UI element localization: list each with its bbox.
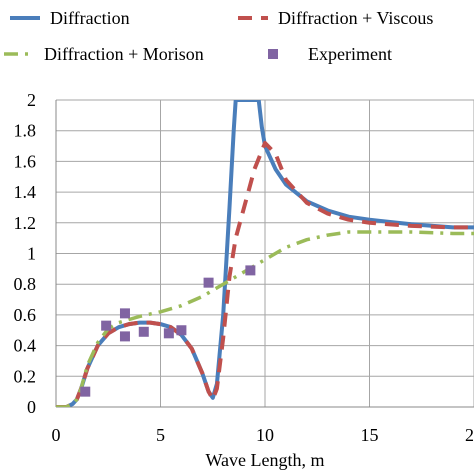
grid <box>56 99 474 408</box>
experiment-point <box>80 386 91 397</box>
legend-label: Experiment <box>308 44 392 64</box>
plot-area <box>56 100 474 407</box>
y-tick-label: 2 <box>27 90 36 110</box>
experiment-point <box>245 265 256 276</box>
experiment-point <box>176 325 187 336</box>
legend-marker-experiment <box>268 49 278 59</box>
axes <box>55 100 474 408</box>
y-tick-label: 0.6 <box>14 305 37 325</box>
experiment-point <box>119 331 130 342</box>
y-tick-label: 1.2 <box>14 213 37 233</box>
y-tick-label: 0.2 <box>14 366 37 386</box>
y-tick-label: 0 <box>27 397 36 417</box>
y-tick-label: 0.4 <box>14 336 37 356</box>
y-tick-label: 1.4 <box>14 182 37 202</box>
experiment-point <box>163 328 174 339</box>
tick-labels: 00.20.40.60.811.21.41.61.8205101520 <box>14 90 474 445</box>
legend-label: Diffraction <box>50 8 130 28</box>
x-tick-label: 0 <box>52 425 61 445</box>
y-tick-label: 1.8 <box>14 121 37 141</box>
y-tick-label: 1 <box>27 244 36 264</box>
x-axis-label: Wave Length, m <box>205 450 324 470</box>
experiment-point <box>138 326 149 337</box>
experiment-point <box>203 277 214 288</box>
legend-label: Diffraction + Viscous <box>278 8 433 28</box>
y-tick-label: 1.6 <box>14 151 37 171</box>
experiment-point <box>119 308 130 319</box>
legend-label: Diffraction + Morison <box>44 44 204 64</box>
legend: Diffraction Diffraction + Viscous Diffract… <box>4 8 433 64</box>
x-tick-label: 20 <box>465 425 474 445</box>
x-tick-label: 5 <box>156 425 165 445</box>
x-tick-label: 15 <box>361 425 379 445</box>
x-tick-label: 10 <box>256 425 274 445</box>
y-tick-label: 0.8 <box>14 274 37 294</box>
experiment-point <box>101 320 112 331</box>
